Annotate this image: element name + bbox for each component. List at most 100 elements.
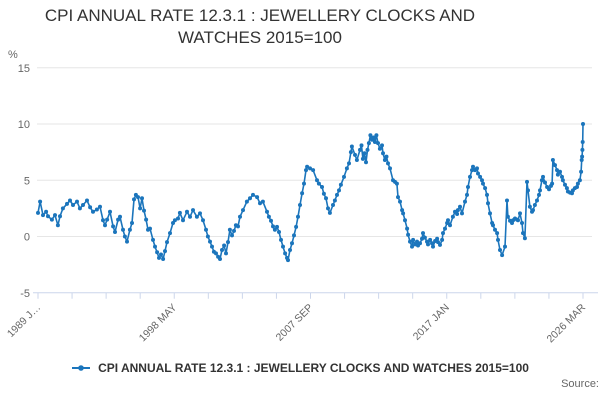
series-point-marker[interactable] xyxy=(535,198,539,203)
series-point-marker[interactable] xyxy=(36,210,40,215)
series-point-marker[interactable] xyxy=(400,208,405,213)
series-point-marker[interactable] xyxy=(60,206,65,211)
series-point-marker[interactable] xyxy=(241,208,245,213)
series-point-marker[interactable] xyxy=(362,151,367,156)
series-point-marker[interactable] xyxy=(505,214,510,219)
series-point-marker[interactable] xyxy=(558,169,562,174)
series-point-marker[interactable] xyxy=(436,240,440,245)
series-point-marker[interactable] xyxy=(300,191,305,196)
series-point-marker[interactable] xyxy=(521,231,525,236)
series-point-marker[interactable] xyxy=(491,223,495,228)
series-point-marker[interactable] xyxy=(308,166,312,171)
series-point-marker[interactable] xyxy=(176,216,180,221)
series-point-marker[interactable] xyxy=(344,166,349,171)
series-point-marker[interactable] xyxy=(426,242,430,247)
series-point-marker[interactable] xyxy=(130,221,134,225)
series-point-marker[interactable] xyxy=(555,172,560,177)
series-line[interactable] xyxy=(37,123,584,261)
series-point-marker[interactable] xyxy=(466,185,470,189)
series-point-marker[interactable] xyxy=(163,249,167,254)
series-point-marker[interactable] xyxy=(368,133,373,138)
series-point-marker[interactable] xyxy=(348,150,353,155)
series-point-marker[interactable] xyxy=(251,192,255,197)
series-point-marker[interactable] xyxy=(518,211,522,216)
series-point-marker[interactable] xyxy=(321,191,326,196)
series-point-marker[interactable] xyxy=(191,208,195,213)
series-point-marker[interactable] xyxy=(260,199,265,204)
series-point-marker[interactable] xyxy=(136,195,140,200)
series-point-marker[interactable] xyxy=(579,158,584,162)
series-point-marker[interactable] xyxy=(296,214,300,219)
series-point-marker[interactable] xyxy=(194,214,199,219)
series-point-marker[interactable] xyxy=(288,248,292,252)
series-point-marker[interactable] xyxy=(403,218,407,223)
series-point-marker[interactable] xyxy=(376,141,380,146)
series-point-marker[interactable] xyxy=(132,197,136,202)
series-point-marker[interactable] xyxy=(85,198,89,203)
series-point-marker[interactable] xyxy=(470,168,474,173)
series-point-marker[interactable] xyxy=(382,158,387,162)
series-point-marker[interactable] xyxy=(71,203,75,207)
series-point-marker[interactable] xyxy=(122,234,127,239)
series-point-marker[interactable] xyxy=(269,218,273,223)
series-point-marker[interactable] xyxy=(201,218,205,223)
series-point-marker[interactable] xyxy=(493,227,497,232)
series-point-marker[interactable] xyxy=(541,174,545,179)
series-point-marker[interactable] xyxy=(532,203,537,207)
series-point-marker[interactable] xyxy=(204,227,208,232)
series-point-marker[interactable] xyxy=(478,174,483,179)
series-point-marker[interactable] xyxy=(140,196,144,201)
series-point-marker[interactable] xyxy=(41,213,45,218)
series-point-marker[interactable] xyxy=(290,241,294,246)
series-point-marker[interactable] xyxy=(483,186,488,191)
series-point-marker[interactable] xyxy=(458,204,462,209)
series-point-marker[interactable] xyxy=(113,230,117,234)
series-point-marker[interactable] xyxy=(475,166,479,171)
series-point-marker[interactable] xyxy=(230,233,234,238)
series-point-marker[interactable] xyxy=(580,154,585,159)
series-point-marker[interactable] xyxy=(443,226,447,231)
series-point-marker[interactable] xyxy=(386,161,390,166)
series-point-marker[interactable] xyxy=(481,181,485,186)
series-point-marker[interactable] xyxy=(411,237,416,242)
series-point-marker[interactable] xyxy=(465,192,469,197)
series-point-marker[interactable] xyxy=(422,235,427,240)
series-point-marker[interactable] xyxy=(430,241,434,246)
series-point-marker[interactable] xyxy=(471,164,475,169)
series-point-marker[interactable] xyxy=(224,251,228,256)
series-point-marker[interactable] xyxy=(244,199,249,204)
series-point-marker[interactable] xyxy=(53,213,57,218)
series-point-marker[interactable] xyxy=(91,209,95,214)
series-point-marker[interactable] xyxy=(198,211,202,216)
series-point-marker[interactable] xyxy=(227,227,232,232)
series-point-marker[interactable] xyxy=(560,174,564,179)
series-point-marker[interactable] xyxy=(580,147,585,152)
series-point-marker[interactable] xyxy=(266,214,271,219)
series-point-marker[interactable] xyxy=(38,199,43,204)
series-point-marker[interactable] xyxy=(503,244,507,249)
series-point-marker[interactable] xyxy=(315,178,319,183)
series-point-marker[interactable] xyxy=(354,158,359,162)
series-point-marker[interactable] xyxy=(324,196,328,201)
legend-item-label[interactable]: CPI ANNUAL RATE 12.3.1 : JEWELLERY CLOCK… xyxy=(98,361,529,375)
series-point-marker[interactable] xyxy=(406,232,411,237)
series-point-marker[interactable] xyxy=(236,224,240,229)
series-point-marker[interactable] xyxy=(522,236,527,241)
series-point-marker[interactable] xyxy=(226,240,230,245)
series-point-marker[interactable] xyxy=(468,174,472,179)
series-point-marker[interactable] xyxy=(65,201,69,206)
series-point-marker[interactable] xyxy=(49,217,54,222)
series-point-marker[interactable] xyxy=(292,233,296,238)
series-point-marker[interactable] xyxy=(446,218,450,223)
series-point-marker[interactable] xyxy=(142,208,146,213)
series-point-marker[interactable] xyxy=(108,209,112,214)
series-point-marker[interactable] xyxy=(58,214,62,219)
series-point-marker[interactable] xyxy=(353,152,357,157)
series-point-marker[interactable] xyxy=(111,224,116,229)
series-point-marker[interactable] xyxy=(275,224,279,229)
series-point-marker[interactable] xyxy=(281,244,285,249)
series-point-marker[interactable] xyxy=(157,255,161,260)
series-point-marker[interactable] xyxy=(358,147,362,152)
series-point-marker[interactable] xyxy=(488,211,492,216)
series-point-marker[interactable] xyxy=(480,178,484,183)
